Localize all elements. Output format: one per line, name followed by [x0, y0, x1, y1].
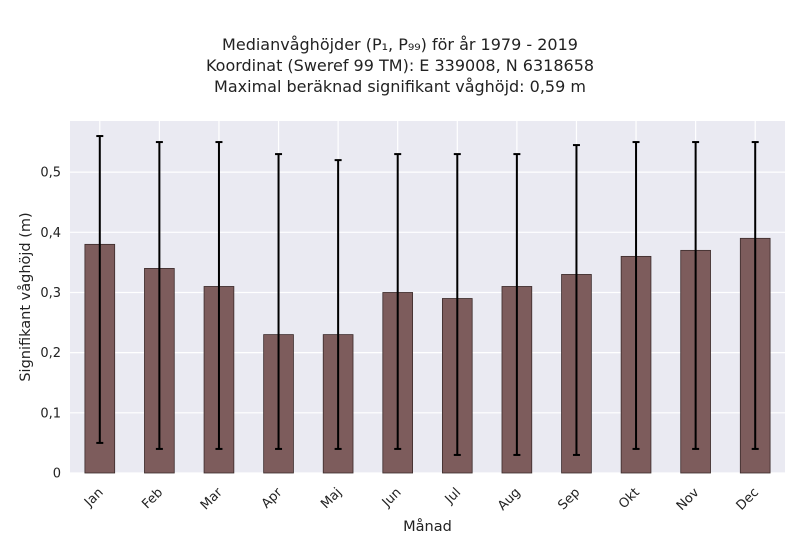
y-tick-label: 0,2 [40, 346, 61, 361]
plot-background [70, 121, 785, 473]
x-tick-label: Aug [495, 485, 524, 514]
x-tick-label: Dec [734, 485, 762, 513]
x-tick-label: Okt [616, 485, 643, 512]
y-tick-label: 0,3 [40, 286, 61, 301]
x-tick-label: Jul [442, 485, 464, 507]
title-line-3: Maximal beräknad signifikant våghöjd: 0,… [214, 77, 586, 96]
x-tick-label: Maj [318, 485, 345, 512]
x-tick-label: Jun [379, 485, 405, 511]
y-tick-labels: 0 0,1 0,2 0,3 0,4 0,5 [40, 166, 61, 482]
y-tick-label: 0 [53, 467, 61, 482]
y-tick-label: 0,4 [40, 226, 61, 241]
x-tick-label: Feb [139, 485, 166, 512]
x-tick-labels: Jan Feb Mar Apr Maj Jun Jul Aug Sep Okt Nov Dec [81, 485, 762, 514]
error-bars [96, 135, 759, 456]
x-tick-label: Apr [259, 485, 286, 512]
y-axis-label: Signifikant våghöjd (m) [17, 212, 34, 381]
x-axis-label: Månad [403, 518, 452, 535]
x-tick-label: Mar [198, 485, 226, 513]
x-tick-label: Sep [555, 485, 583, 513]
x-tick-label: Nov [674, 485, 703, 514]
chart-title: Medianvåghöjder (P₁, P₉₉) för år 1979 - … [0, 34, 800, 97]
y-tick-label: 0,5 [40, 166, 61, 181]
x-tick-label: Jan [81, 485, 106, 510]
title-line-2: Koordinat (Sweref 99 TM): E 339008, N 63… [205, 56, 595, 75]
title-line-1: Medianvåghöjder (P₁, P₉₉) för år 1979 - … [222, 35, 578, 54]
y-tick-label: 0,1 [40, 406, 61, 421]
